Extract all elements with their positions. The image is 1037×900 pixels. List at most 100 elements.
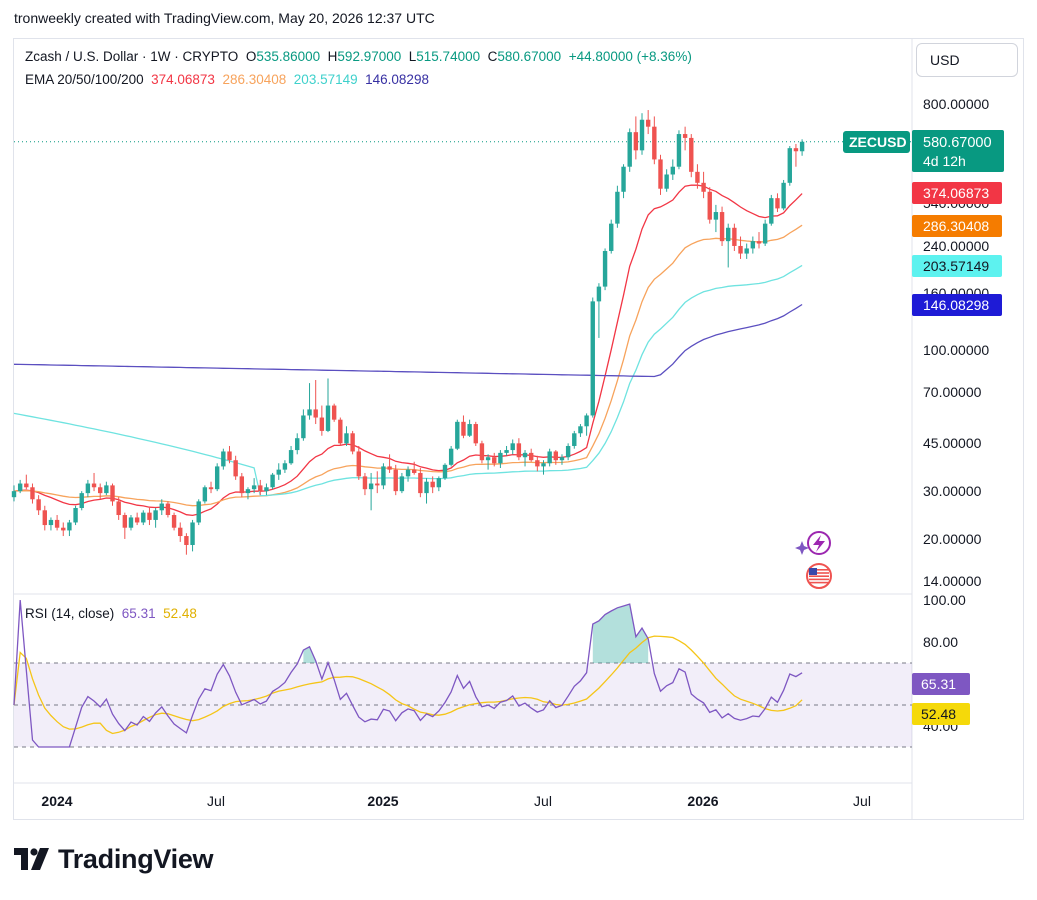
rsi-legend: RSI (14, close) 65.31 52.48 [25, 606, 197, 621]
candle [362, 472, 368, 496]
tag-label: 203.57149 [923, 258, 989, 274]
candle [79, 491, 84, 511]
candle [596, 283, 602, 338]
candle [639, 113, 645, 155]
candle-body [682, 134, 688, 138]
candle-body [17, 483, 23, 492]
candle [208, 481, 214, 494]
rsi-ma-tag: 52.48 [912, 703, 970, 725]
candle-body [535, 460, 540, 467]
candle [331, 403, 337, 422]
candle [769, 194, 774, 226]
candle [627, 128, 632, 172]
candle-body [91, 483, 97, 488]
candle [116, 497, 121, 520]
candle [221, 448, 226, 470]
ema20-line [13, 184, 803, 517]
time-tick-label: Jul [534, 793, 552, 809]
candle [288, 445, 294, 465]
price-tick-label: 800.00000 [923, 96, 989, 112]
candle [54, 515, 60, 531]
candle [547, 448, 552, 467]
candle [214, 463, 220, 492]
tradingview-logo: TradingView [14, 843, 214, 875]
candle-body [264, 487, 269, 492]
rsi-value: 65.31 [121, 606, 156, 621]
candle [301, 409, 306, 441]
change-value: +44.80000 (+8.36%) [568, 49, 692, 64]
ema100-tag: 203.57149 [912, 255, 1002, 277]
candle [609, 219, 614, 254]
candle [399, 472, 405, 494]
tag-bg [912, 182, 1002, 204]
candle-body [572, 433, 577, 446]
candle [590, 297, 595, 418]
candle-body [448, 448, 454, 465]
candle [799, 139, 805, 156]
symbol-tag-label: ZECUSD [849, 134, 907, 150]
candle-body [165, 503, 171, 516]
rsi-ma-tag-bg [912, 703, 970, 725]
candle [264, 483, 269, 496]
candle-body [412, 469, 417, 473]
candle-body [578, 426, 583, 434]
candle [461, 415, 466, 439]
candle-body [245, 489, 251, 494]
candle [430, 476, 435, 494]
candle [528, 448, 534, 462]
candle [676, 130, 682, 170]
candle [522, 450, 528, 467]
candle-body [85, 483, 91, 494]
rsi-tick-label: 100.00 [923, 592, 966, 608]
candle [787, 146, 792, 186]
candle [516, 438, 522, 461]
candle-body [393, 469, 398, 492]
candle-body [695, 171, 700, 183]
candle [368, 472, 374, 511]
rsi-tag-label: 65.31 [921, 676, 956, 692]
low-value: 515.74000 [416, 49, 481, 64]
us-flag-icon [806, 563, 832, 589]
candle [448, 445, 454, 467]
candle [756, 232, 762, 249]
candle [73, 505, 78, 526]
candle [159, 499, 164, 516]
candle-body [609, 223, 614, 251]
candle-body [621, 166, 626, 192]
candle [670, 159, 675, 180]
candle-body [295, 438, 300, 451]
currency-button[interactable]: USD [916, 43, 1018, 77]
candle-body [436, 478, 442, 488]
candle [147, 508, 152, 526]
candle-body [97, 487, 103, 494]
brand-name: TradingView [58, 843, 214, 874]
candle [387, 454, 392, 473]
ema200-value: 146.08298 [365, 72, 429, 87]
candle [350, 430, 355, 455]
candle-body [559, 457, 565, 461]
candle [572, 430, 577, 449]
candle-body [208, 487, 214, 490]
candle [258, 479, 263, 496]
candle [492, 452, 497, 467]
close-value: 580.67000 [497, 49, 562, 64]
candle [178, 522, 183, 542]
candle-body [104, 485, 109, 494]
candle-body [689, 137, 694, 172]
tag-bg [912, 294, 1002, 316]
candle [658, 154, 663, 195]
price-tick-label: 20.00000 [923, 531, 982, 547]
candle-body [455, 421, 460, 449]
candle-body [128, 517, 134, 528]
candle-body [738, 245, 743, 254]
candle-body [799, 141, 805, 152]
tag-bg [912, 255, 1002, 277]
rsi-line [13, 599, 803, 748]
candle [375, 471, 380, 494]
candle-body [467, 424, 472, 436]
tradingview-logo-icon [14, 848, 49, 870]
candle-body [11, 491, 17, 498]
candle-body [301, 415, 306, 439]
ema100-value: 203.57149 [293, 72, 358, 87]
